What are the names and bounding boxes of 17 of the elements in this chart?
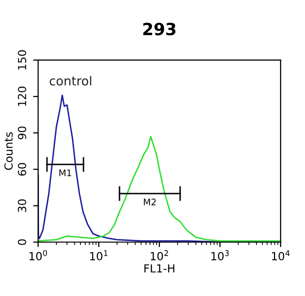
y-tick-label: 90 — [18, 126, 26, 140]
x-tick-label: 10$^{0}$ — [30, 250, 48, 260]
legend-label: M1 — [59, 170, 72, 176]
x-tick-label: 10$^{4}$ — [272, 250, 290, 260]
x-tick-label: 10$^{3}$ — [211, 250, 229, 260]
y-tick-label: 60 — [18, 162, 26, 176]
y-tick-label: 0 — [18, 239, 26, 245]
y-tick-label: 150 — [18, 50, 26, 70]
series-label: M2 — [144, 198, 156, 206]
y-tick-label: 120 — [18, 86, 26, 106]
y-axis-title: Counts — [4, 132, 13, 170]
x-axis-title: FL1-H — [144, 264, 174, 272]
x-tick-label: 10$^{1}$ — [90, 250, 108, 260]
chart-title: 293 — [143, 22, 176, 36]
y-tick-label: 30 — [18, 199, 26, 212]
annotation: control — [50, 76, 92, 86]
x-tick-label: 10$^{2}$ — [150, 250, 168, 260]
